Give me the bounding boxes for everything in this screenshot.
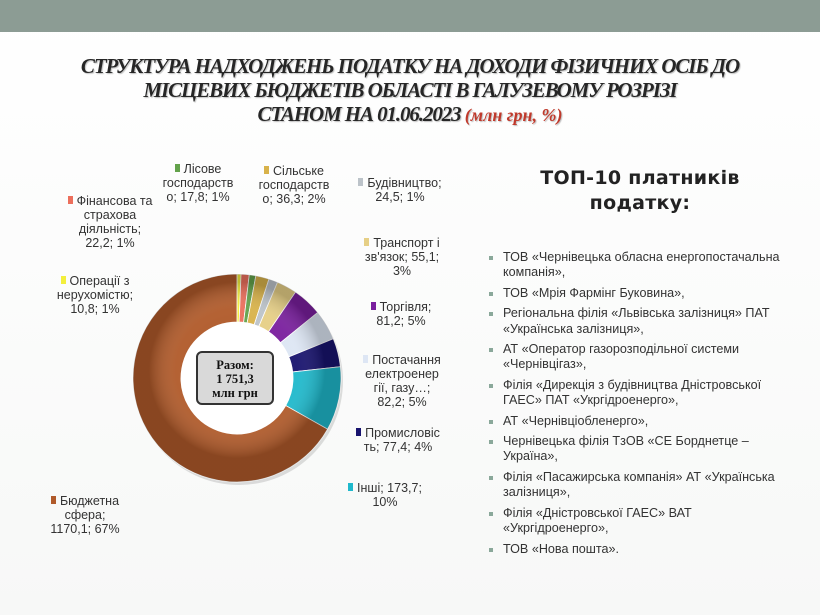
- bullet-icon: [489, 547, 493, 552]
- top10-item: Регіональна філія «Львівська залізниця» …: [487, 306, 792, 337]
- top10-item: ТОВ «Чернівецька обласна енергопостачаль…: [487, 250, 792, 281]
- total-box: Разом: 1 751,3 млн грн: [196, 351, 274, 405]
- slice-label-line: сфера;: [64, 508, 106, 522]
- top10-item: ТОВ «Нова пошта».: [487, 542, 792, 557]
- top10-item-text: Регіональна філія «Львівська залізниця» …: [503, 306, 770, 336]
- slice-label-line: ть; 77,4; 4%: [363, 440, 433, 454]
- bullet-icon: [489, 312, 493, 317]
- legend-swatch: [348, 483, 354, 491]
- legend-swatch: [264, 166, 270, 174]
- slice-label-line: 10%: [372, 495, 398, 509]
- slice-label: Бюджетна сфера; 1170,1; 67%: [10, 494, 160, 536]
- slice-label-line: страхова: [83, 208, 137, 222]
- slice-label-line: Торгівля;: [379, 300, 432, 314]
- top10-item: АТ «Чернівціобленерго»,: [487, 414, 792, 429]
- slice-label: Промисловіс ть; 77,4; 4%: [348, 426, 448, 454]
- slice-label-line: господарств: [162, 176, 234, 190]
- title-line-2: МІСЦЕВИХ БЮДЖЕТІВ ОБЛАСТІ В ГАЛУЗЕВОМУ Р…: [143, 78, 677, 102]
- slice-label-line: діяльність;: [78, 222, 142, 236]
- top-band: [0, 0, 820, 32]
- slice-label-line: 10,8; 1%: [70, 302, 120, 316]
- slice-label-line: Операції з: [69, 274, 130, 288]
- bullet-icon: [489, 440, 493, 445]
- title-line-3: СТАНОМ НА 01.06.2023: [257, 102, 462, 126]
- pie-shading: [133, 274, 341, 482]
- title-unit: (млн грн, %): [464, 105, 563, 125]
- legend-swatch: [60, 276, 66, 284]
- pie-chart: Разом: 1 751,3 млн грн Операції з нерухом…: [0, 150, 480, 615]
- top10-item-text: Філія «Пасажирська компанія» АТ «Українс…: [503, 469, 775, 500]
- slice-label-line: о; 36,3; 2%: [262, 192, 326, 206]
- bullet-icon: [489, 256, 493, 260]
- slice-label-line: 82,2; 5%: [377, 395, 427, 409]
- total-unit: млн грн: [212, 386, 258, 400]
- top10-title: ТОП-10 платників податку:: [540, 167, 740, 214]
- slice-label-line: гії, газу…;: [373, 381, 431, 395]
- title-line-1: СТРУКТУРА НАДХОДЖЕНЬ ПОДАТКУ НА ДОХОДИ Ф…: [80, 54, 740, 78]
- legend-swatch: [364, 238, 370, 246]
- bullet-icon: [489, 511, 493, 516]
- top10-item-text: Філія «Дирекція з будівництва Дністровсь…: [503, 377, 762, 408]
- legend-swatch: [67, 196, 73, 204]
- slice-label: Транспорт і зв'язок; 55,1; 3%: [352, 236, 452, 278]
- top10-item: АТ «Оператор газорозподільної системи «Ч…: [487, 342, 792, 373]
- slice-label: Торгівля; 81,2; 5%: [356, 300, 446, 328]
- slice-label-line: Фінансова та: [76, 194, 153, 208]
- top10-list: ТОВ «Чернівецька обласна енергопостачаль…: [487, 250, 792, 562]
- top10-item: Філія «Дирекція з будівництва Дністровсь…: [487, 378, 792, 409]
- top10-item-text: АТ «Чернівціобленерго»,: [503, 413, 649, 428]
- slice-label-line: 81,2; 5%: [376, 314, 426, 328]
- top10-item: ТОВ «Мрія Фармінг Буковина»,: [487, 286, 792, 301]
- slice-label: Будівництво; 24,5; 1%: [350, 176, 450, 204]
- slice-label-line: нерухомістю;: [56, 288, 134, 302]
- bullet-icon: [489, 348, 493, 353]
- top10-item-text: ТОВ «Чернівецька обласна енергопостачаль…: [503, 250, 780, 280]
- slice-label-line: Лісове: [183, 162, 222, 176]
- slice-label-line: Промисловіс: [365, 426, 440, 440]
- legend-swatch: [356, 428, 362, 436]
- total-value: 1 751,3: [216, 372, 254, 386]
- slice-label-line: зв'язок; 55,1;: [364, 250, 440, 264]
- bullet-icon: [489, 291, 493, 296]
- slice-label-line: о; 17,8; 1%: [166, 190, 230, 204]
- bullet-icon: [489, 419, 493, 424]
- total-label: Разом:: [216, 358, 254, 372]
- slice-label-line: Будівництво;: [367, 176, 442, 190]
- slice-label: Постачання електроенер гії, газу…; 82,2; 5%: [352, 353, 452, 409]
- legend-swatch: [363, 355, 369, 363]
- slice-label-line: Бюджетна: [59, 494, 120, 508]
- legend-swatch: [358, 178, 364, 186]
- slice-label-line: Постачання: [372, 353, 441, 367]
- top10-item-text: ТОВ «Мрія Фармінг Буковина»,: [503, 285, 685, 300]
- slice-label: Операції з нерухомістю; 10,8; 1%: [40, 274, 150, 316]
- top10-item: Філія «Пасажирська компанія» АТ «Українс…: [487, 470, 792, 501]
- legend-swatch: [50, 496, 56, 504]
- slice-label-line: електроенер: [365, 367, 439, 381]
- slice-label-line: Інші; 173,7;: [357, 481, 422, 495]
- slice-label: Інші; 173,7; 10%: [330, 481, 440, 509]
- slice-label-line: 1170,1; 67%: [50, 522, 120, 536]
- top10-item: Чернівецька філія ТзОВ «СЕ Борднетце – У…: [487, 434, 792, 465]
- slice-label: Сільське господарств о; 36,3; 2%: [244, 164, 344, 206]
- slice-label-line: Транспорт і: [373, 236, 440, 250]
- slice-label: Фінансова та страхова діяльність; 22,2; 1%: [60, 194, 160, 250]
- pie-chart-svg: [132, 273, 343, 485]
- slice-label-line: 24,5; 1%: [375, 190, 425, 204]
- slice-label-line: 22,2; 1%: [85, 236, 135, 250]
- legend-swatch: [370, 302, 376, 310]
- top10-item-text: Філія «Дністровської ГАЕС» ВАТ «Укргідро…: [503, 505, 692, 536]
- top10-item-text: ТОВ «Нова пошта».: [503, 541, 620, 556]
- top10-item-text: АТ «Оператор газорозподільної системи «Ч…: [503, 342, 740, 372]
- bullet-icon: [489, 475, 493, 480]
- slice-label-line: 3%: [392, 264, 412, 278]
- slide-title: СТРУКТУРА НАДХОДЖЕНЬ ПОДАТКУ НА ДОХОДИ Ф…: [20, 54, 800, 127]
- slice-label-line: господарств: [258, 178, 330, 192]
- slice-label: Лісове господарств о; 17,8; 1%: [148, 162, 248, 204]
- slice-label-line: Сільське: [273, 164, 324, 178]
- legend-swatch: [174, 164, 180, 172]
- top10-item: Філія «Дністровської ГАЕС» ВАТ «Укргідро…: [487, 506, 792, 537]
- top10-item-text: Чернівецька філія ТзОВ «СЕ Борднетце – У…: [503, 434, 749, 464]
- bullet-icon: [489, 383, 493, 388]
